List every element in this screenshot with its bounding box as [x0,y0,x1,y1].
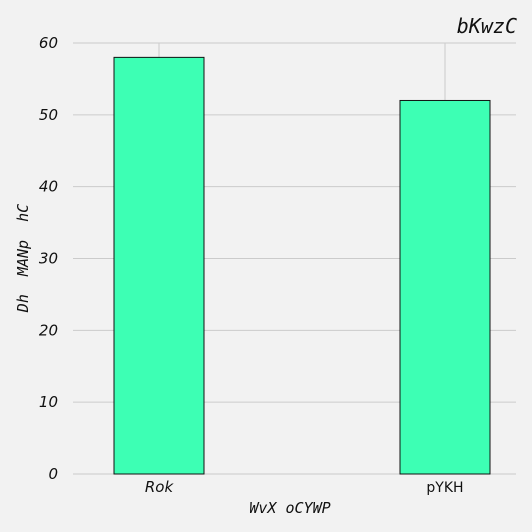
y-tick-label: 40 [39,178,58,196]
y-tick-label: 60 [39,34,58,52]
chart-title: bKwzC [457,14,517,38]
y-tick-labels: 0 10 20 30 40 50 60 [39,34,58,483]
bars [113,56,491,475]
bar-rok [113,56,205,475]
x-tick-label: pYKH [426,480,463,496]
y-axis-label: Dh MANp hC [14,204,32,313]
bar-pykh [399,99,491,475]
x-axis-label: WvX oCYWP [249,499,330,517]
x-tick-labels: Rok pYKH [145,478,464,496]
y-tick-label: 20 [39,321,58,339]
y-tick-label: 30 [39,250,58,268]
x-tick-label: Rok [145,478,175,496]
y-tick-label: 0 [48,465,58,483]
y-tick-label: 10 [39,393,58,411]
y-tick-label: 50 [39,106,58,124]
